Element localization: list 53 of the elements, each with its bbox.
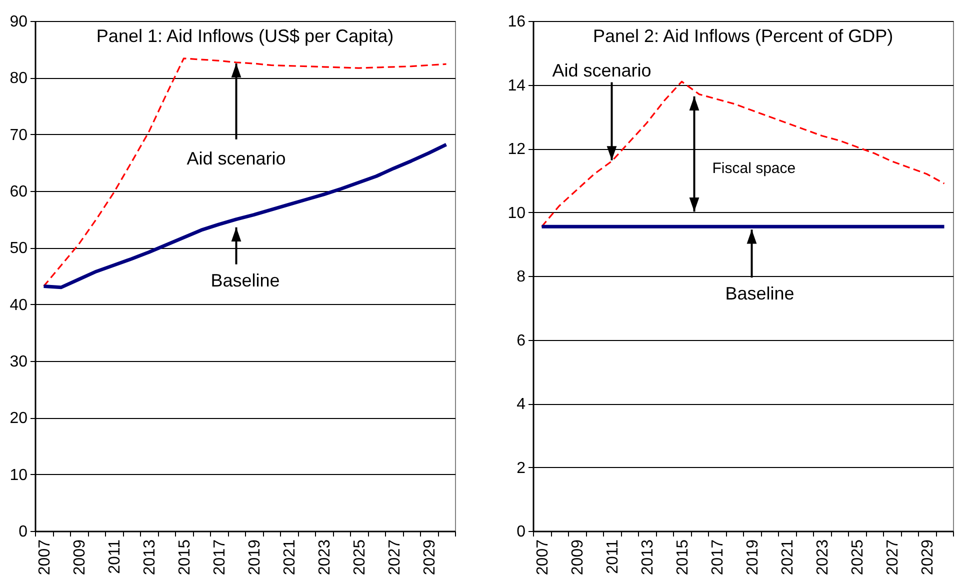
x-tick-label: 2017 [709,539,726,576]
y-tick-label: 8 [516,268,526,286]
x-tick-label: 2007 [534,539,552,576]
y-tick-label: 10 [508,204,526,222]
y-tick-label: 0 [516,524,526,540]
y-tick-label: 90 [10,14,28,30]
x-tick-label: 2025 [351,539,368,576]
x-tick-label: 2009 [569,539,586,576]
annotation: Baseline [725,284,794,304]
y-tick-label: 4 [516,396,526,413]
annotation: Fiscal space [712,160,796,177]
x-tick-label: 2021 [779,539,796,576]
y-tick-label: 80 [10,70,28,88]
chart-title: Panel 1: Aid Inflows (US$ per Capita) [96,26,394,46]
chart-title: Panel 2: Aid Inflows (Percent of GDP) [592,26,894,46]
x-tick-label: 2011 [106,539,124,574]
x-tick-label: 2025 [849,539,866,576]
x-tick-label: 2029 [919,539,936,576]
y-tick-label: 10 [10,466,28,484]
y-tick-label: 12 [508,141,526,158]
y-tick-label: 70 [10,126,28,144]
x-tick-label: 2017 [211,539,228,576]
x-tick-label: 2011 [604,539,622,574]
x-tick-label: 2013 [141,539,158,576]
y-tick-label: 2 [516,460,526,477]
line-series [540,80,946,228]
x-tick-label: 2023 [316,539,334,576]
x-tick-label: 2015 [674,539,692,576]
y-tick-label: 14 [508,77,526,94]
y-tick-label: 20 [10,410,28,428]
y-tick-label: 40 [10,296,28,314]
x-tick-label: 2007 [36,539,54,576]
x-tick-label: 2021 [281,539,298,576]
line-series [42,58,448,287]
x-tick-label: 2027 [884,539,902,576]
x-tick-label: 2019 [744,539,762,576]
y-tick-label: 6 [516,332,526,350]
y-tick-label: 30 [10,354,28,370]
x-tick-label: 2015 [176,539,194,576]
x-tick-label: 2019 [246,539,264,576]
y-tick-label: 16 [508,14,526,30]
annotation: Aid scenario [552,60,652,80]
annotation: Aid scenario [186,148,286,168]
y-tick-label: 0 [18,524,28,540]
y-tick-label: 50 [10,240,28,258]
x-tick-label: 2027 [386,539,404,576]
x-tick-label: 2023 [814,539,832,576]
x-tick-label: 2009 [71,539,88,576]
line-series [42,142,448,290]
y-tick-label: 60 [10,184,28,200]
x-tick-label: 2029 [421,539,438,576]
annotation: Baseline [210,270,280,290]
x-tick-label: 2013 [639,539,656,576]
